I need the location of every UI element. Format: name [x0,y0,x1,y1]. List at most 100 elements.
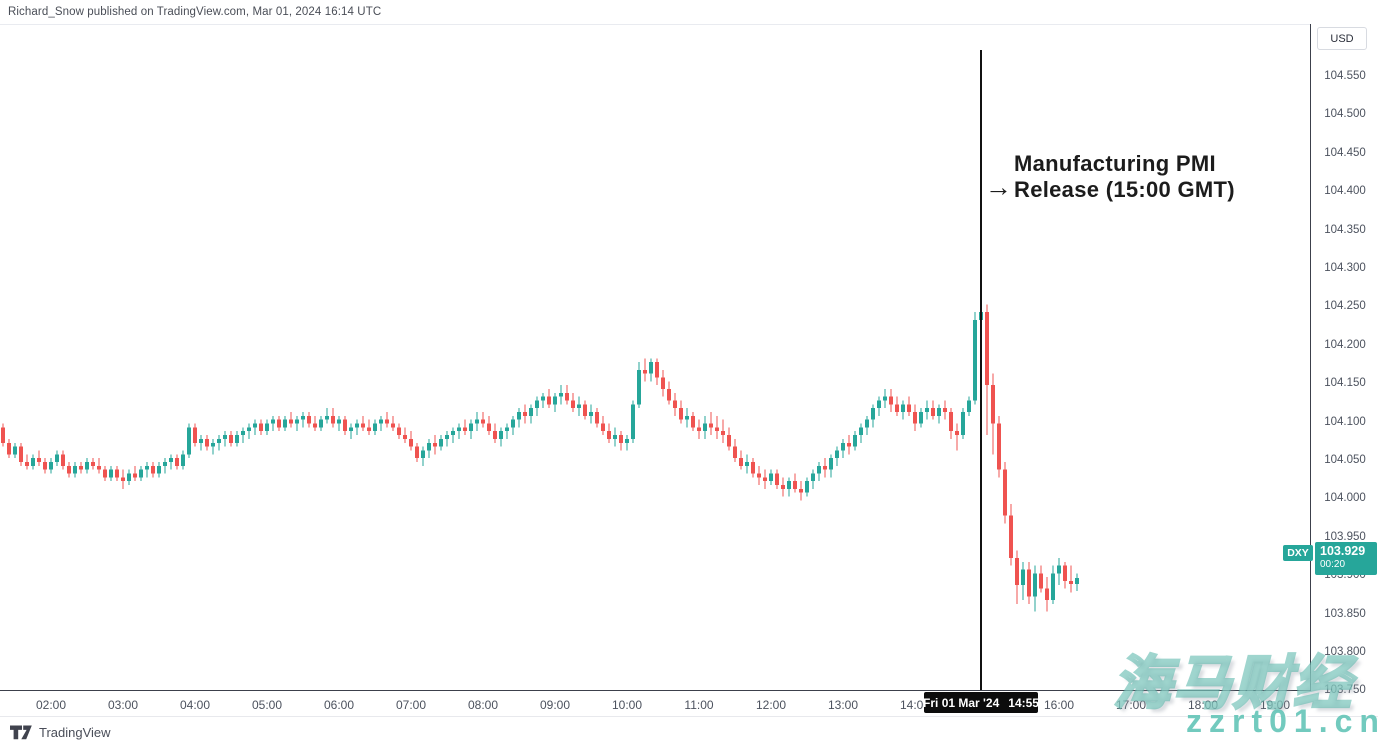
tradingview-attribution[interactable]: TradingView [10,725,111,740]
candle-body [571,400,575,409]
candle-body [253,423,257,428]
candle-body [475,419,479,424]
candle-body [193,427,197,443]
candle-body [457,427,461,432]
candle-body [55,454,59,462]
candle-body [601,423,605,432]
price-axis-label: 104.300 [1324,262,1366,274]
price-axis-label: 103.850 [1324,607,1366,620]
candle-body [259,423,263,432]
candle-body [829,458,833,470]
candle-body [139,469,143,478]
candle-body [667,389,671,401]
candle-body [343,419,347,432]
candle-body [793,481,797,489]
candle-body [403,435,407,439]
candle-body [871,408,875,420]
candle-body [733,446,737,459]
candle-body [541,396,545,401]
candle-body [391,423,395,428]
candle-body [1063,565,1067,581]
candle-body [739,458,743,466]
candle-body [1021,569,1025,585]
candle-body [73,465,77,474]
last-price-value: 103.929 [1320,543,1366,558]
candle-body [907,404,911,413]
candle-body [703,423,707,432]
candle-body [997,423,1001,470]
candle-body [109,469,113,478]
price-axis-label: 104.250 [1324,300,1366,313]
candle-body [121,477,125,482]
time-axis[interactable]: Fri 01 Mar '24 14:55 02:00 03:00 04:00 05:0… [0,690,1311,716]
candle-body [523,412,527,416]
candle-body [985,312,989,386]
candle-body [67,465,71,474]
candle-body [61,454,65,466]
candle-body [1027,569,1031,597]
candle-body [313,423,317,428]
candle-body [379,419,383,424]
candle-body [673,400,677,409]
candle-body [487,423,491,432]
candle-body [169,458,173,462]
chart-plot-area[interactable] [0,50,1310,715]
crosshair-date: Fri 01 Mar '24 [923,695,1000,710]
candle-body [1003,469,1007,516]
candle-body [145,465,149,470]
candle-body [31,458,35,466]
candle-body [637,369,641,405]
crosshair-time: 14:55 [1008,695,1039,710]
candle-body [973,319,977,401]
candle-body [769,473,773,482]
candle-wick [956,423,958,451]
candle-body [991,385,995,424]
candle-body [463,427,467,432]
candle-body [157,465,161,474]
candle-body [133,473,137,478]
candle-body [241,431,245,436]
candle-body [619,435,623,443]
time-axis-label: 02:00 [35,698,67,712]
time-axis-label: 03:00 [107,698,139,712]
event-annotation: Manufacturing PMI Release (15:00 GMT) [1014,151,1235,203]
time-axis-label: 12:00 [755,698,787,712]
time-axis-label: 16:00 [1043,698,1075,712]
candle-body [271,419,275,424]
candle-body [877,400,881,409]
candle-body [751,461,755,474]
price-axis[interactable]: 104.550 104.500 104.450 104.400 104.350 104.3… [1310,24,1378,716]
time-axis-label: 08:00 [467,698,499,712]
price-axis-label: 104.450 [1324,146,1366,159]
candle-body [235,435,239,443]
price-axis-label: 104.200 [1324,338,1366,351]
candle-body [1057,565,1061,574]
candle-body [43,461,47,470]
candle-body [961,412,965,436]
candle-body [331,415,335,424]
candle-body [967,400,971,413]
price-axis-label: 104.550 [1324,70,1366,82]
candle-body [85,461,89,470]
time-axis-label: 17:00 [1115,698,1147,712]
candle-body [709,423,713,428]
time-axis-label: 09:00 [539,698,571,712]
candle-body [901,404,905,413]
candle-body [97,465,101,470]
time-axis-label: 07:00 [395,698,427,712]
candle-body [493,431,497,439]
candle-body [511,419,515,428]
currency-button[interactable]: USD [1317,27,1367,50]
candle-body [229,435,233,443]
candle-body [955,431,959,436]
candle-body [835,450,839,459]
candle-body [745,461,749,466]
candle-body [349,427,353,432]
candle-body [1075,577,1079,585]
candle-body [223,435,227,439]
candle-body [307,415,311,424]
footer: TradingView [0,716,1378,748]
candle-body [451,431,455,436]
candle-body [499,431,503,439]
candle-body [535,400,539,409]
